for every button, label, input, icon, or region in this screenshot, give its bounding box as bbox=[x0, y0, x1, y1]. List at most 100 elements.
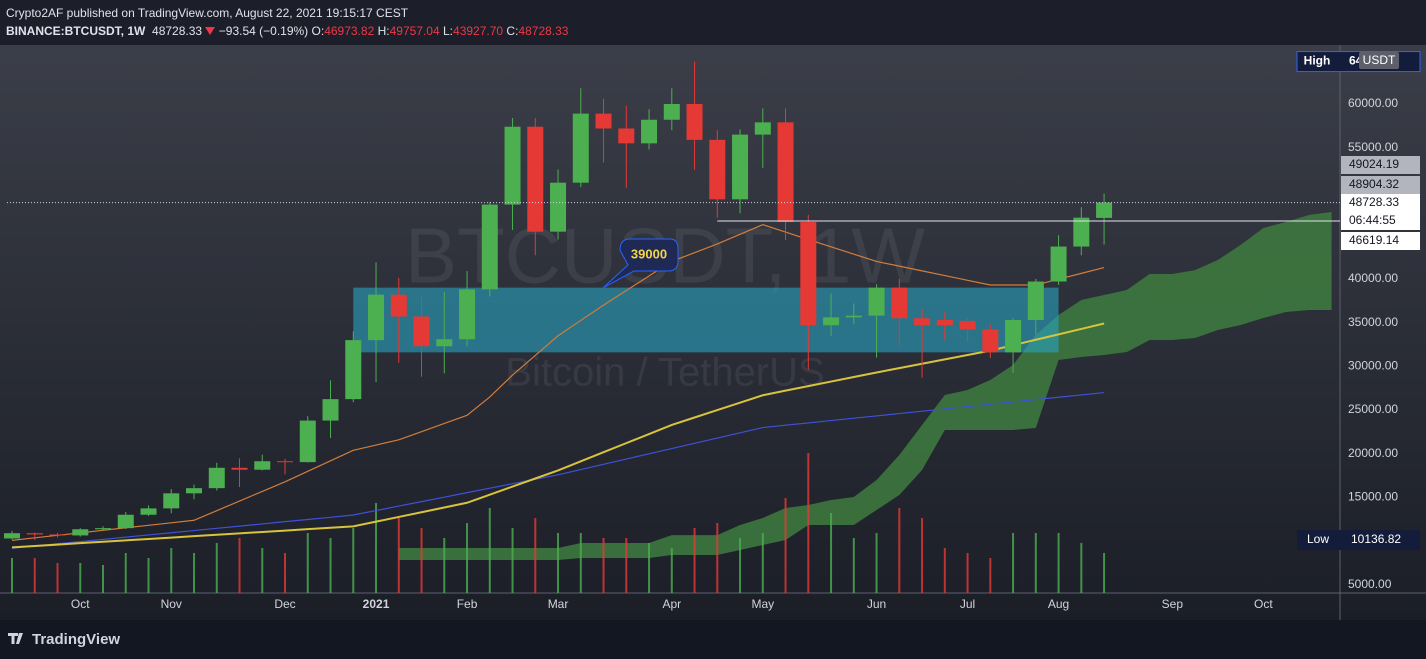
volume-bar bbox=[284, 553, 287, 593]
x-tick-label: Dec bbox=[274, 597, 295, 611]
candle-body bbox=[95, 528, 112, 530]
volume-bar bbox=[147, 558, 150, 593]
moving-average bbox=[11, 391, 1105, 549]
volume-bar bbox=[33, 558, 36, 593]
x-tick-label: Oct bbox=[1254, 597, 1273, 611]
indicator-value-box bbox=[1341, 176, 1420, 194]
volume-bar bbox=[329, 538, 332, 593]
volume-bar bbox=[397, 518, 400, 593]
volume-bar bbox=[124, 553, 127, 593]
candle-body bbox=[117, 514, 134, 529]
high-marker-name: High bbox=[1304, 54, 1331, 68]
candle-body bbox=[527, 126, 544, 232]
low-value: 43927.70 bbox=[453, 24, 504, 38]
candle-body bbox=[231, 467, 248, 470]
volume-bar bbox=[648, 543, 651, 593]
volume-bar bbox=[420, 528, 423, 593]
close-value: 48728.33 bbox=[518, 24, 569, 38]
close-label: C: bbox=[506, 24, 519, 38]
x-tick-label: 2021 bbox=[363, 597, 390, 611]
candle-body bbox=[641, 119, 658, 144]
volume-bar bbox=[807, 453, 810, 593]
candle-body bbox=[140, 508, 157, 515]
candle-body bbox=[322, 399, 339, 421]
countdown-label: 06:44:55 bbox=[1349, 213, 1396, 227]
candle-body bbox=[959, 320, 976, 330]
candle-body bbox=[436, 339, 453, 347]
volume-bar bbox=[238, 538, 241, 593]
candle-body bbox=[26, 533, 43, 535]
candle-body bbox=[914, 318, 931, 326]
volume-bar bbox=[443, 538, 446, 593]
watermark-description: Bitcoin / TetherUS bbox=[505, 351, 824, 395]
zone-callout bbox=[602, 238, 679, 289]
volume-bar bbox=[79, 563, 82, 593]
candle-body bbox=[459, 289, 476, 340]
volume-bar bbox=[306, 533, 309, 593]
candle-body bbox=[732, 134, 749, 200]
candle-body bbox=[550, 182, 567, 232]
volume-bar bbox=[170, 548, 173, 593]
volume-bar bbox=[784, 498, 787, 593]
volume-bar bbox=[602, 538, 605, 593]
symbol: BINANCE:BTCUSDT, 1W bbox=[6, 24, 146, 38]
volume-bar bbox=[1012, 533, 1015, 593]
candle-body bbox=[1050, 246, 1067, 282]
volume-bar bbox=[466, 523, 469, 593]
volume-bar bbox=[579, 533, 582, 593]
down-arrow bbox=[205, 27, 216, 35]
x-tick-label: Aug bbox=[1048, 597, 1069, 611]
volume-bar bbox=[261, 548, 264, 593]
candle-body bbox=[845, 315, 862, 318]
candle-body bbox=[186, 488, 203, 494]
candle-body bbox=[800, 222, 817, 326]
volume-bar bbox=[488, 508, 491, 593]
x-tick-label: Feb bbox=[457, 597, 478, 611]
plot: Oct Nov Dec 2021 Feb Mar Apr May Jun Jul Aug Sep Oct… bbox=[4, 51, 1421, 611]
candle-body bbox=[777, 122, 794, 223]
candle-body bbox=[1005, 320, 1022, 353]
candle-body bbox=[709, 139, 726, 200]
publisher-line: Crypto2AF published on TradingView.com, … bbox=[6, 4, 568, 22]
volume-bar bbox=[898, 508, 901, 593]
volume-bar bbox=[375, 503, 378, 593]
volume-bar bbox=[1034, 533, 1037, 593]
currency-badge bbox=[1359, 52, 1399, 69]
candle-body bbox=[572, 113, 589, 183]
candle-body bbox=[481, 204, 498, 290]
ray-price-label-box bbox=[1341, 232, 1420, 250]
y-tick-label: 15000.00 bbox=[1348, 490, 1398, 504]
volume-bar bbox=[557, 533, 560, 593]
candle-body bbox=[1027, 281, 1044, 321]
indicator-value: 48904.32 bbox=[1349, 177, 1399, 191]
candle-body bbox=[663, 104, 680, 120]
candle-body bbox=[982, 329, 999, 353]
volume-bar bbox=[56, 563, 59, 593]
current-price-label: 48728.33 bbox=[1349, 195, 1399, 209]
volume-bar bbox=[102, 565, 105, 593]
high-value: 49757.04 bbox=[389, 24, 440, 38]
ichimoku-cloud bbox=[398, 212, 1332, 560]
candle-body bbox=[277, 461, 294, 463]
high-label: H: bbox=[377, 24, 390, 38]
volume-bar bbox=[739, 538, 742, 593]
candle-body bbox=[754, 122, 771, 135]
candle-body bbox=[868, 287, 885, 316]
candle-body bbox=[208, 467, 225, 489]
candle-body bbox=[368, 294, 385, 341]
volume-bar bbox=[852, 538, 855, 593]
low-label: L: bbox=[443, 24, 454, 38]
volume-bar bbox=[1080, 543, 1083, 593]
volume-bar bbox=[1057, 533, 1060, 593]
header: Crypto2AF published on TradingView.com, … bbox=[6, 4, 568, 40]
volume-bar bbox=[921, 518, 924, 593]
current-price-label-box bbox=[1341, 194, 1420, 212]
candle-body bbox=[618, 128, 635, 144]
volume-bar bbox=[352, 528, 355, 593]
countdown-label-box bbox=[1341, 212, 1420, 230]
candle-body bbox=[254, 461, 271, 470]
candle-body bbox=[936, 320, 953, 326]
currency-label: USDT bbox=[1363, 53, 1396, 67]
candle-body bbox=[823, 317, 840, 326]
volume-bar bbox=[693, 528, 696, 593]
